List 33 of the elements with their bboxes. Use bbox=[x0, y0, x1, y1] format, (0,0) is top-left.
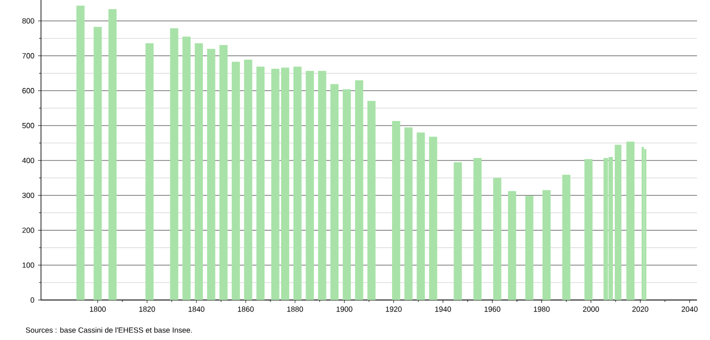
bar bbox=[256, 66, 265, 300]
bar bbox=[194, 43, 203, 300]
bar bbox=[207, 48, 216, 300]
bar bbox=[219, 44, 228, 300]
bar bbox=[562, 174, 570, 300]
bar bbox=[367, 100, 376, 300]
bar bbox=[355, 80, 364, 300]
bar bbox=[244, 60, 252, 300]
bar bbox=[626, 142, 634, 300]
bar bbox=[614, 144, 622, 300]
bar bbox=[473, 158, 482, 300]
bar bbox=[493, 178, 502, 300]
bar bbox=[306, 70, 314, 300]
bar bbox=[429, 136, 438, 300]
bar bbox=[145, 43, 154, 300]
bar bbox=[330, 84, 339, 300]
bar bbox=[170, 28, 178, 300]
bar bbox=[454, 162, 462, 300]
bar bbox=[542, 190, 551, 300]
bar bbox=[108, 9, 117, 300]
bar bbox=[404, 127, 413, 300]
bar bbox=[392, 121, 400, 300]
bar bbox=[525, 196, 534, 300]
bar bbox=[508, 191, 516, 300]
bar bbox=[318, 70, 326, 300]
bar bbox=[342, 89, 351, 300]
bar bbox=[416, 132, 425, 300]
bar bbox=[94, 26, 102, 300]
bar bbox=[182, 36, 191, 300]
bar bbox=[293, 66, 302, 300]
bar bbox=[76, 6, 85, 300]
bar bbox=[584, 159, 593, 300]
bar bbox=[232, 62, 240, 300]
